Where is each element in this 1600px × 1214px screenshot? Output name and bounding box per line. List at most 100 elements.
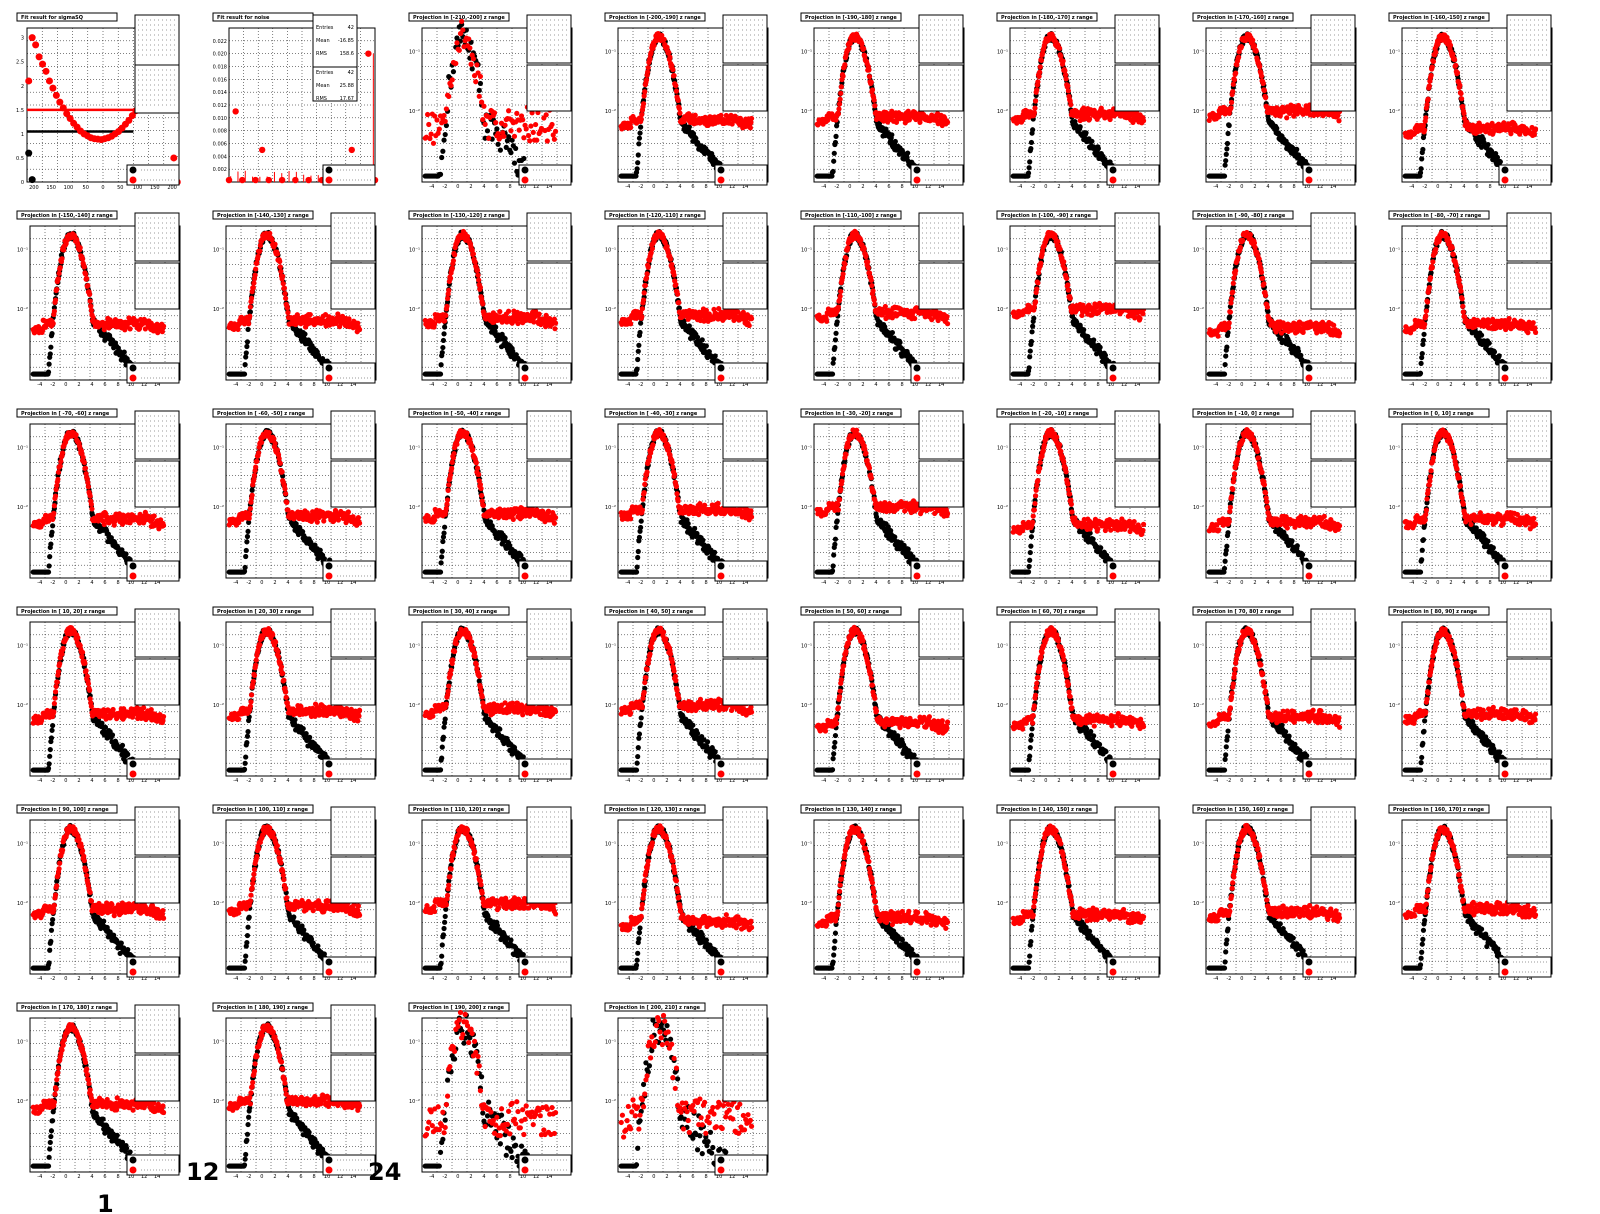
data-point xyxy=(45,77,53,85)
data-point-red xyxy=(661,36,667,42)
data-point-black xyxy=(1221,173,1228,179)
y-tick-label: 0.012 xyxy=(213,103,227,109)
y-tick-label: 0.010 xyxy=(213,116,227,122)
stats-box xyxy=(312,14,358,102)
series-red xyxy=(422,18,559,146)
data-point-black xyxy=(830,168,836,175)
data-point-red xyxy=(278,268,284,275)
data-point-red xyxy=(732,113,738,119)
data-point-red xyxy=(1037,69,1043,75)
y-tick-label: 0.5 xyxy=(16,156,24,162)
data-point-red xyxy=(671,272,677,278)
data-point-red xyxy=(1447,42,1454,48)
stats-box xyxy=(1506,14,1552,64)
data-point-black xyxy=(634,166,640,172)
data-point-black xyxy=(832,139,839,146)
data-point-black xyxy=(437,371,444,377)
data-point-red xyxy=(676,300,682,306)
data-point-red xyxy=(748,115,755,122)
y-tick-label: 10⁻² xyxy=(605,307,616,313)
y-tick-label: 1.5 xyxy=(16,108,24,114)
data-point-red xyxy=(648,49,654,56)
data-point-red xyxy=(449,77,455,83)
data-point-black xyxy=(509,137,515,143)
data-point-red xyxy=(459,18,465,25)
legend-marker-red xyxy=(129,374,137,382)
legend-marker-red xyxy=(1109,176,1117,184)
stats-box xyxy=(1506,64,1552,112)
y-tick-label: 10⁻¹ xyxy=(1193,50,1204,56)
data-point-red xyxy=(477,284,484,291)
x-tick-label: 6 xyxy=(887,184,890,190)
data-point-red xyxy=(1057,45,1063,51)
data-point-red xyxy=(1231,77,1238,83)
data-point-red xyxy=(534,137,540,143)
data-point-red xyxy=(453,60,459,67)
y-tick-label: 10⁻² xyxy=(801,109,812,115)
data-point-red xyxy=(747,125,753,131)
x-tick-label: 2 xyxy=(861,184,864,190)
data-point-red xyxy=(82,271,89,277)
x-tick-label: -2 xyxy=(638,184,643,190)
x-tick-label: -4 xyxy=(37,382,42,388)
data-point-black xyxy=(48,344,54,350)
data-point-red xyxy=(127,326,133,332)
data-point-red xyxy=(837,96,843,102)
y-tick-label: 0.016 xyxy=(213,77,227,83)
legend-marker-black xyxy=(129,364,137,372)
data-point-black xyxy=(686,124,692,130)
x-tick-label: 12 xyxy=(925,184,931,190)
pad-projection: Projection in [-180,-170] z range10⁻¹10⁻… xyxy=(996,12,1161,190)
x-tick-label: 6 xyxy=(495,184,498,190)
legend-marker-black xyxy=(325,166,333,174)
x-tick-label: 0 xyxy=(456,184,459,190)
data-point-red xyxy=(247,313,253,319)
x-tick-label: 0 xyxy=(848,184,851,190)
data-point-red xyxy=(868,79,874,85)
data-point-black xyxy=(440,344,446,351)
data-point-black xyxy=(241,371,248,377)
data-point-red xyxy=(493,120,499,126)
data-point-black xyxy=(1420,146,1426,153)
x-tick-label: -4 xyxy=(429,184,434,190)
data-point-red xyxy=(449,265,455,271)
x-tick-label: -2 xyxy=(834,184,839,190)
data-point-red xyxy=(645,64,651,71)
data-point-red xyxy=(87,298,93,304)
x-tick-label: 0 xyxy=(260,382,263,388)
data-point-red xyxy=(835,111,841,117)
y-tick-label: 0.002 xyxy=(213,167,227,173)
legend-marker-black xyxy=(717,166,725,174)
y-tick-label: 10⁻¹ xyxy=(997,50,1008,56)
data-point xyxy=(28,176,36,184)
data-point-red xyxy=(667,256,674,262)
x-tick-label: 100 xyxy=(64,185,74,191)
pad-title: Projection in [-170,-160] z range xyxy=(1197,15,1289,21)
y-tick-label: 1 xyxy=(21,132,24,138)
data-point-black xyxy=(511,160,518,166)
stats-box xyxy=(526,64,572,112)
x-tick-label: 0 xyxy=(1240,184,1243,190)
data-point-red xyxy=(253,266,259,272)
data-point-red xyxy=(434,117,440,123)
x-tick-label: 4 xyxy=(1070,184,1073,190)
data-point-red xyxy=(944,119,951,125)
data-point xyxy=(63,110,71,118)
data-point-red xyxy=(283,295,289,301)
x-tick-label: 6 xyxy=(691,184,694,190)
data-point-red xyxy=(1068,102,1074,108)
stats-label: Entries xyxy=(316,70,334,76)
x-tick-label: -2 xyxy=(638,382,643,388)
data-point-red xyxy=(866,74,873,80)
data-point-red xyxy=(491,110,498,116)
data-point-red xyxy=(1250,37,1256,43)
data-point-red xyxy=(1230,81,1236,87)
data-point-black xyxy=(439,154,445,161)
y-tick-label: 0.018 xyxy=(213,65,227,71)
data-point xyxy=(232,108,239,115)
data-point-black xyxy=(636,141,642,147)
data-point-red xyxy=(871,97,877,103)
data-point-red xyxy=(642,89,648,95)
data-point-red xyxy=(247,304,253,310)
